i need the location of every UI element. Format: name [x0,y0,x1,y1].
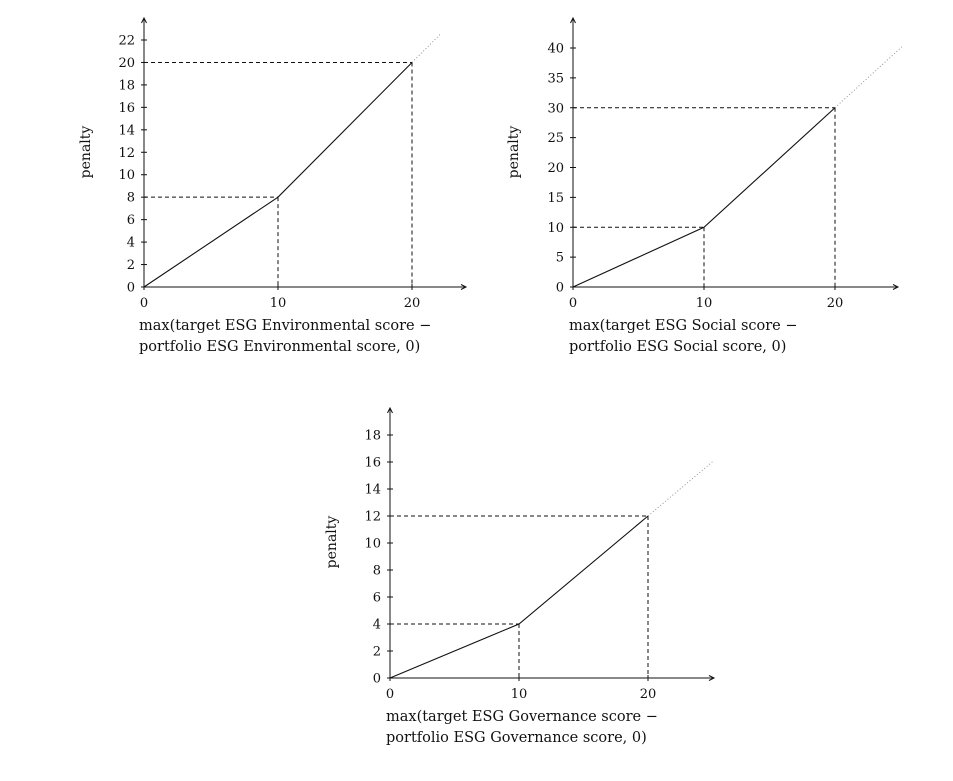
x-axis-label-line2: portfolio ESG Environmental score, 0) [139,339,420,355]
y-tick-label: 10 [547,221,564,236]
y-tick-label: 14 [118,123,135,138]
y-tick-label: 20 [118,56,135,71]
series-penalty-line [389,515,649,679]
y-tick-label: 12 [118,146,135,161]
x-axis-arrow [892,284,900,290]
y-tick-label: 2 [127,258,135,273]
y-tick-label: 8 [373,564,381,579]
x-axis-arrow [460,284,468,290]
y-axis-arrow [141,16,147,24]
y-tick-label: 18 [364,429,381,444]
y-tick-label: 30 [547,101,564,116]
series-extension-line [411,34,441,63]
x-axis-arrow [708,675,716,681]
chart-governance: 0 2 4 6 8 10 12 14 16 18 0 10 20 penalty max(target ES… [236,392,736,776]
y-tick-label: 16 [364,456,381,471]
chart-environmental: 0 2 4 6 8 10 12 14 16 18 20 22 0 10 20 penalty max(targe… [0,0,476,370]
y-tick-label: 25 [547,131,564,146]
y-tick-label: 18 [118,78,135,93]
y-tick-label: 2 [373,645,381,660]
y-tick-label: 6 [373,591,381,606]
x-tick-label: 20 [640,687,657,702]
x-tick-label: 0 [386,687,394,702]
y-tick-label: 12 [364,510,381,525]
series-extension-line [647,460,715,517]
y-tick-label: 20 [547,161,564,176]
y-axis-arrow [570,16,576,24]
x-axis-label-line1: max(target ESG Social score − [569,318,798,334]
x-axis-label-line1: max(target ESG Environmental score − [139,318,431,334]
x-axis-label-line1: max(target ESG Governance score − [386,709,658,725]
y-axis-label: penalty [506,126,522,179]
series-extension-line [834,46,903,109]
y-tick-label: 16 [118,101,135,116]
x-tick-label: 20 [827,296,844,311]
series-penalty-line [572,107,836,288]
y-tick-label: 0 [373,672,381,687]
y-tick-label: 35 [547,71,564,86]
x-tick-label: 20 [404,296,421,311]
chart-social-svg: 0 5 10 15 20 25 30 35 40 0 10 20 penalty max(target E… [506,16,903,355]
y-axis-label: penalty [78,126,94,179]
y-tick-label: 0 [127,281,135,296]
y-tick-label: 5 [556,251,564,266]
y-tick-label: 22 [118,34,135,49]
chart-environmental-svg: 0 2 4 6 8 10 12 14 16 18 20 22 0 10 20 penalty max(targe… [78,16,468,355]
chart-social: 0 5 10 15 20 25 30 35 40 0 10 20 penalty max(target E… [476,0,953,370]
chart-governance-svg: 0 2 4 6 8 10 12 14 16 18 0 10 20 penalty max(target ES… [324,406,716,746]
y-tick-label: 10 [118,168,135,183]
y-tick-label: 40 [547,42,564,57]
y-tick-label: 6 [127,213,135,228]
y-tick-label: 4 [127,236,135,251]
x-tick-label: 10 [511,687,528,702]
y-tick-label: 14 [364,483,381,498]
x-tick-label: 10 [270,296,287,311]
x-tick-label: 0 [140,296,148,311]
y-tick-label: 0 [556,281,564,296]
y-tick-label: 15 [547,191,564,206]
y-tick-label: 4 [373,618,381,633]
y-tick-label: 10 [364,537,381,552]
series-penalty-line [143,62,413,288]
y-axis-arrow [387,406,393,414]
x-axis-label-line2: portfolio ESG Social score, 0) [569,339,786,355]
y-tick-label: 8 [127,191,135,206]
x-tick-label: 0 [569,296,577,311]
y-axis-label: penalty [324,516,340,569]
x-tick-label: 10 [696,296,713,311]
x-axis-label-line2: portfolio ESG Governance score, 0) [386,730,647,746]
